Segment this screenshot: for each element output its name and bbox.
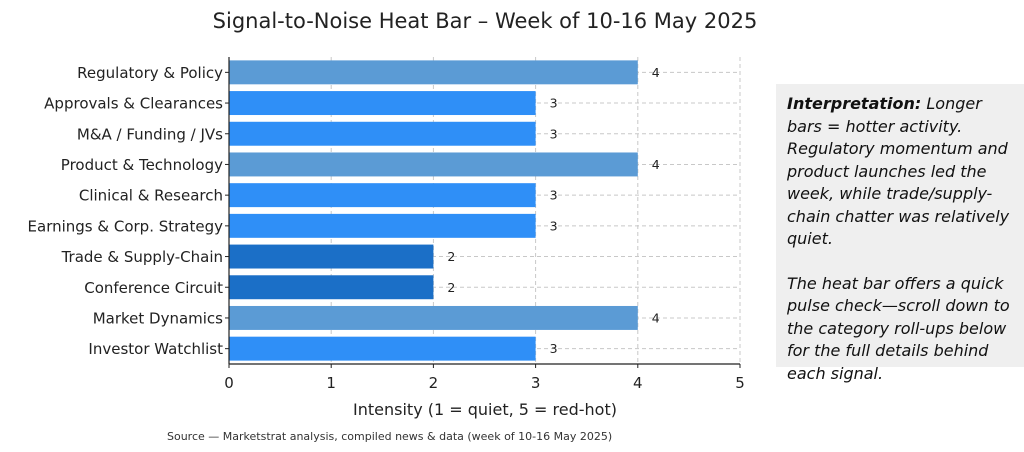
x-tick-label: 5	[735, 374, 745, 392]
category-label: Clinical & Research	[79, 187, 223, 205]
note-text-1: Longer bars = hotter activity. Regulator…	[787, 94, 1010, 248]
bar	[229, 213, 536, 238]
data-label: 2	[447, 280, 455, 295]
data-label: 4	[652, 65, 660, 80]
x-tick-label: 4	[633, 374, 643, 392]
data-label: 2	[447, 249, 455, 264]
data-label: 3	[550, 341, 558, 356]
x-tick-label: 0	[224, 374, 234, 392]
data-label: 3	[550, 218, 558, 233]
bar	[229, 183, 536, 208]
category-label: Conference Circuit	[84, 279, 223, 297]
x-tick-label: 1	[326, 374, 336, 392]
category-label: Investor Watchlist	[88, 340, 223, 358]
bar	[229, 305, 638, 330]
bar	[229, 121, 536, 146]
category-label: Market Dynamics	[93, 309, 223, 327]
bar	[229, 275, 434, 300]
data-label: 4	[652, 310, 660, 325]
category-label: Regulatory & Policy	[77, 64, 223, 82]
bar	[229, 60, 638, 85]
axes: Regulatory & Policy 4 Approvals & Clearanc…	[28, 57, 745, 392]
x-tick-label: 2	[429, 374, 439, 392]
interpretation-note: Interpretation: Longer bars = hotter act…	[776, 84, 1024, 383]
x-axis-label: Intensity (1 = quiet, 5 = red-hot)	[353, 400, 617, 419]
note-paragraph-2: The heat bar offers a quick pulse check—…	[787, 273, 1010, 383]
bar	[229, 91, 536, 116]
category-label: M&A / Funding / JVs	[77, 125, 223, 143]
category-label: Trade & Supply-Chain	[61, 248, 223, 266]
bar	[229, 152, 638, 177]
category-label: Earnings & Corp. Strategy	[28, 217, 224, 235]
bar	[229, 244, 434, 269]
bar	[229, 336, 536, 361]
source-caption: Source — Marketstrat analysis, compiled …	[167, 430, 613, 443]
category-label: Approvals & Clearances	[44, 95, 223, 113]
data-label: 3	[550, 188, 558, 203]
x-tick-label: 3	[531, 374, 541, 392]
data-label: 3	[550, 126, 558, 141]
chart-title: Signal-to-Noise Heat Bar – Week of 10-16…	[213, 9, 758, 33]
note-paragraph-1: Interpretation: Longer bars = hotter act…	[787, 93, 1014, 251]
data-label: 4	[652, 157, 660, 172]
note-lead: Interpretation:	[787, 94, 922, 113]
data-label: 3	[550, 96, 558, 111]
category-label: Product & Technology	[61, 156, 223, 174]
bars	[229, 60, 638, 361]
